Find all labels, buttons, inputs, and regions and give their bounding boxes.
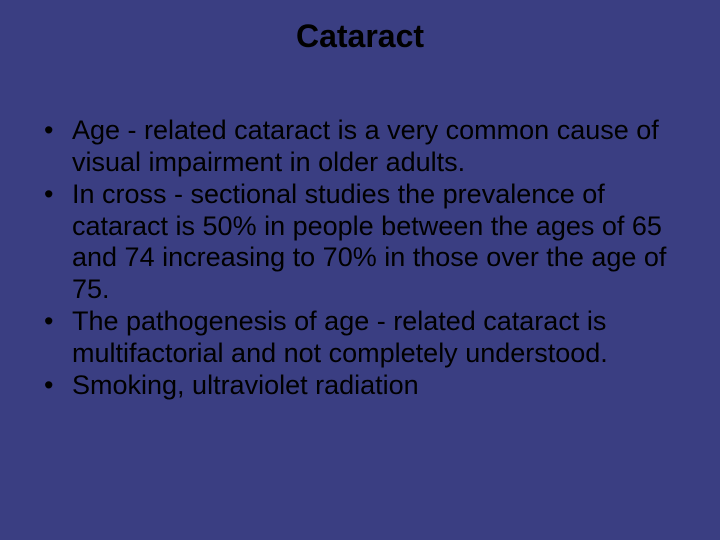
- list-item: Smoking, ultraviolet radiation: [72, 370, 690, 402]
- slide: Cataract Age - related cataract is a ver…: [0, 0, 720, 540]
- bullet-text: Smoking, ultraviolet radiation: [72, 370, 419, 400]
- list-item: Age - related cataract is a very common …: [72, 115, 690, 179]
- bullet-list: Age - related cataract is a very common …: [30, 115, 690, 402]
- list-item: The pathogenesis of age - related catara…: [72, 306, 690, 370]
- bullet-text: The pathogenesis of age - related catara…: [72, 306, 608, 368]
- bullet-text: In cross - sectional studies the prevale…: [72, 179, 666, 305]
- bullet-text: Age - related cataract is a very common …: [72, 115, 659, 177]
- slide-title: Cataract: [30, 18, 690, 55]
- list-item: In cross - sectional studies the prevale…: [72, 179, 690, 306]
